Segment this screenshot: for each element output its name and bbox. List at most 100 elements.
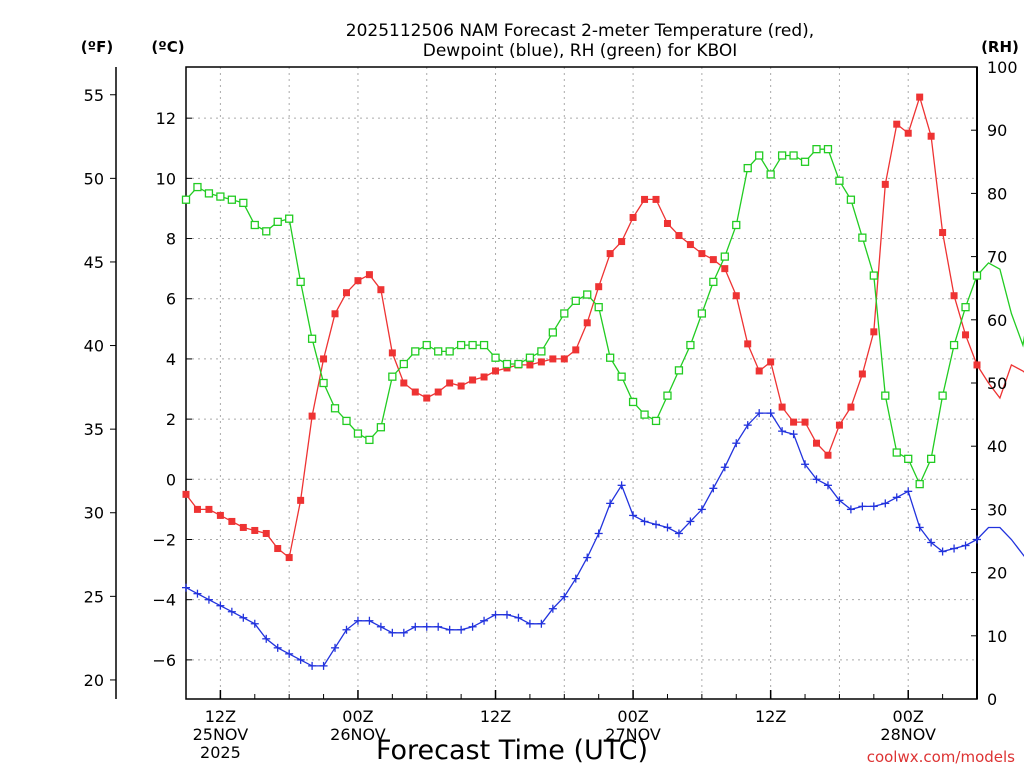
data-point — [892, 448, 901, 457]
x-axis-label: Forecast Time (UTC) — [376, 735, 648, 766]
data-point — [766, 409, 775, 418]
data-point — [629, 213, 637, 221]
data-point — [204, 595, 213, 604]
data-point — [526, 361, 534, 369]
data-point — [548, 604, 557, 613]
data-point — [251, 526, 259, 534]
data-point — [331, 643, 340, 652]
data-point — [904, 487, 913, 496]
data-point — [468, 622, 477, 631]
rh-tick-label: 30 — [987, 500, 1007, 519]
data-point — [422, 622, 431, 631]
data-point — [617, 372, 626, 381]
data-point — [571, 296, 580, 305]
data-point — [732, 220, 741, 230]
celsius-tick-label: −4 — [152, 591, 176, 610]
data-point — [916, 93, 924, 101]
data-point — [869, 271, 878, 280]
data-point — [502, 610, 511, 619]
chart-title-line2: Dewpoint (blue), RH (green) for KBOI — [423, 41, 737, 61]
data-point — [790, 418, 798, 426]
data-point — [583, 319, 591, 327]
data-point — [457, 382, 465, 390]
data-point — [422, 340, 431, 350]
data-point — [800, 157, 810, 166]
data-point — [755, 151, 764, 160]
data-point — [274, 545, 282, 553]
data-point — [594, 303, 603, 312]
data-point — [514, 613, 523, 622]
data-point — [743, 421, 752, 430]
data-point — [572, 346, 580, 354]
rh-tick-label: 90 — [987, 121, 1007, 140]
data-point — [663, 523, 672, 532]
credit-text: coolwx.com/models — [867, 748, 1015, 766]
data-point — [411, 347, 420, 356]
data-point — [709, 277, 718, 287]
data-point — [446, 379, 454, 387]
data-point — [239, 523, 247, 531]
data-point — [686, 241, 694, 249]
data-point — [525, 619, 534, 628]
data-point — [388, 349, 396, 357]
data-point — [949, 340, 959, 350]
data-point — [193, 182, 202, 192]
data-point — [835, 496, 844, 505]
chart-title-line1: 2025112506 NAM Forecast 2-meter Temperat… — [346, 21, 814, 41]
unit-label-rh: (RH) — [981, 38, 1019, 56]
data-point — [697, 309, 707, 318]
x-tick-label: 00Z — [342, 707, 373, 726]
data-point — [537, 358, 545, 366]
data-point — [927, 132, 935, 140]
data-point — [583, 290, 592, 299]
data-point — [640, 410, 649, 419]
data-point — [893, 120, 901, 128]
data-point — [445, 347, 454, 356]
data-point — [869, 502, 878, 511]
unit-label-celsius: (ºC) — [151, 38, 184, 56]
data-point — [767, 358, 775, 366]
rh-tick-label: 80 — [987, 184, 1007, 203]
celsius-tick-label: 0 — [166, 470, 176, 489]
data-point — [823, 481, 832, 490]
data-point — [319, 378, 328, 388]
series-line — [185, 148, 1024, 486]
data-series — [181, 93, 1024, 670]
data-point — [675, 232, 683, 240]
celsius-tick-label: 8 — [166, 230, 176, 249]
data-point — [962, 331, 970, 339]
data-point — [537, 619, 546, 628]
data-point — [663, 391, 672, 400]
data-point — [801, 418, 809, 426]
data-point — [651, 416, 661, 426]
data-point — [881, 391, 890, 400]
data-point — [491, 610, 500, 619]
data-point — [181, 195, 191, 204]
data-point — [950, 292, 958, 300]
data-point — [388, 372, 397, 381]
rh-tick-label: 50 — [987, 374, 1007, 393]
data-point — [193, 505, 201, 513]
data-point — [399, 628, 408, 637]
data-point — [216, 601, 225, 610]
data-point — [434, 388, 442, 396]
rh-tick-label: 0 — [987, 690, 997, 709]
data-point — [342, 625, 351, 634]
data-point — [720, 252, 729, 261]
data-point — [641, 195, 649, 203]
data-point — [618, 238, 626, 246]
data-point — [972, 271, 982, 280]
data-point — [434, 622, 443, 631]
data-point — [950, 544, 959, 553]
x-tick-label: 12Z — [755, 707, 786, 726]
data-point — [938, 391, 947, 400]
fahrenheit-tick-label: 40 — [84, 337, 104, 356]
data-point — [870, 328, 878, 336]
fahrenheit-tick-label: 20 — [84, 671, 104, 690]
data-point — [789, 430, 798, 439]
data-point — [250, 220, 259, 230]
data-point — [227, 195, 237, 204]
data-point — [297, 496, 305, 504]
data-point — [606, 353, 615, 362]
data-point — [858, 370, 866, 378]
